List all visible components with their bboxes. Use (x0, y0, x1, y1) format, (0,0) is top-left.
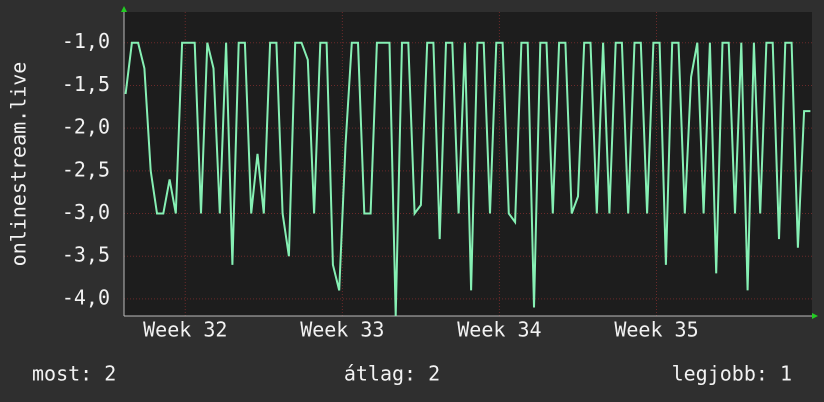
x-tick-label: Week 32 (143, 318, 227, 342)
y-tick-label: -1,0 (62, 29, 110, 53)
y-tick-label: -2,0 (62, 115, 110, 139)
y-tick-label: -3,0 (62, 200, 110, 224)
y-axis-label: onlinestream.live (7, 62, 31, 267)
x-tick-label: Week 35 (614, 318, 698, 342)
data-line (124, 41, 811, 317)
y-tick-label: -3,5 (62, 243, 110, 267)
x-tick-label: Week 33 (300, 318, 384, 342)
y-tick-label: -1,5 (62, 72, 110, 96)
x-axis-arrow (812, 313, 818, 319)
footer-average: átlag: 2 (344, 362, 440, 386)
y-tick-label: -4,0 (62, 285, 110, 309)
x-tick-label: Week 34 (457, 318, 541, 342)
footer-now: most: 2 (32, 362, 116, 386)
footer-best: legjobb: 1 (672, 362, 792, 386)
y-tick-label: -2,5 (62, 157, 110, 181)
y-axis-arrow (121, 6, 127, 12)
